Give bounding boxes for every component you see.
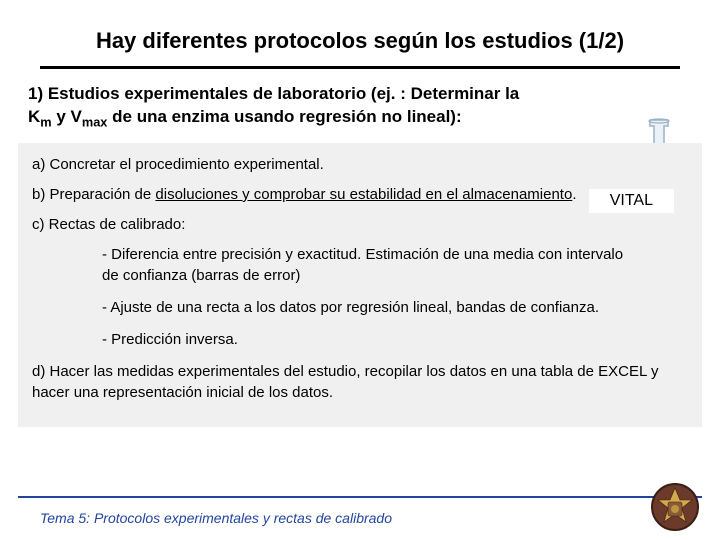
sub-list: - Diferencia entre precisión y exactitud… (102, 245, 688, 350)
vital-badge: VITAL (589, 189, 674, 213)
footer-text: Tema 5: Protocolos experimentales y rect… (40, 510, 392, 526)
footer-rule (18, 496, 702, 498)
item-b-pre: b) Preparación de (32, 186, 155, 203)
item-a: a) Concretar el procedimiento experiment… (32, 155, 688, 175)
slide-title: Hay diferentes protocolos según los estu… (0, 0, 720, 66)
heading-part-3: de una enzima usando regresión no lineal… (107, 107, 461, 126)
item-d: d) Hacer las medidas experimentales del … (32, 362, 688, 403)
section-heading: 1) Estudios experimentales de laboratori… (0, 83, 560, 131)
title-underline (40, 66, 680, 69)
sub-item-3: - Predicción inversa. (102, 330, 642, 350)
item-b-underline: disoluciones y comprobar su estabilidad … (155, 186, 572, 203)
sub-item-1: - Diferencia entre precisión y exactitud… (102, 245, 642, 286)
item-b-post: . (572, 186, 576, 203)
crest-icon (650, 482, 700, 532)
heading-sub-max: max (82, 114, 108, 129)
content-box: a) Concretar el procedimiento experiment… (18, 143, 702, 427)
item-c: c) Rectas de calibrado: (32, 215, 688, 235)
heading-part-2: y V (52, 107, 82, 126)
sub-item-2: - Ajuste de una recta a los datos por re… (102, 298, 642, 318)
heading-sub-m: m (40, 114, 51, 129)
